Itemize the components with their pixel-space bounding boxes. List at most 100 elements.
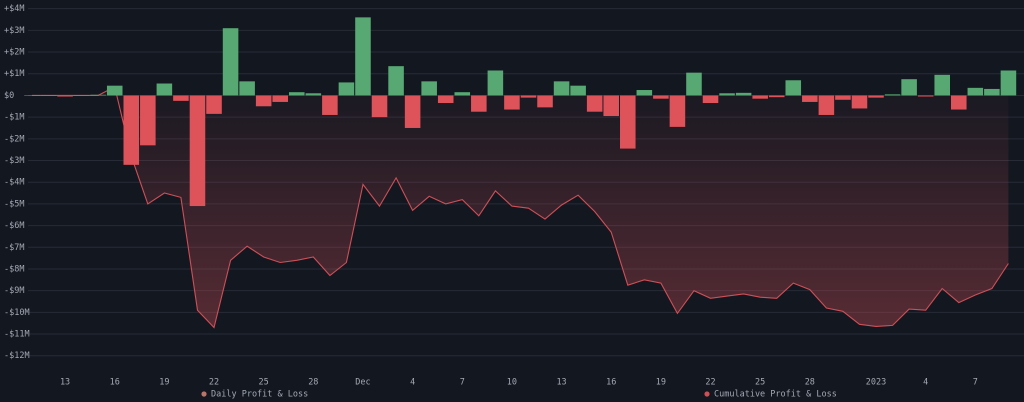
daily-bar bbox=[785, 80, 802, 96]
daily-bar bbox=[239, 81, 255, 96]
daily-bar bbox=[288, 92, 305, 96]
x-tick-label: 22 bbox=[705, 378, 715, 388]
daily-bar bbox=[934, 74, 951, 96]
y-tick-label: +$4M bbox=[4, 4, 24, 14]
x-tick-label: 22 bbox=[209, 378, 219, 388]
daily-bar bbox=[570, 85, 586, 96]
y-tick-label: -$1M bbox=[4, 113, 24, 123]
y-tick-label: -$2M bbox=[4, 134, 24, 144]
daily-bar bbox=[73, 95, 90, 96]
daily-bar bbox=[984, 88, 1000, 96]
daily-bar bbox=[173, 95, 189, 101]
daily-bar bbox=[404, 95, 421, 128]
daily-bar bbox=[1000, 70, 1017, 96]
daily-bar bbox=[355, 17, 371, 96]
x-tick-label: 10 bbox=[507, 378, 517, 388]
daily-bar bbox=[702, 95, 719, 104]
daily-bar bbox=[338, 82, 355, 96]
daily-bar bbox=[653, 95, 669, 99]
daily-bar bbox=[851, 95, 868, 109]
daily-bar bbox=[504, 95, 520, 110]
x-tick-label: 2023 bbox=[866, 378, 886, 388]
daily-bar bbox=[818, 95, 835, 115]
daily-bar bbox=[24, 95, 40, 96]
daily-bar bbox=[802, 95, 818, 102]
daily-bar bbox=[884, 94, 901, 96]
y-tick-label: -$12M bbox=[4, 351, 30, 361]
y-tick-label: +$2M bbox=[4, 48, 24, 58]
daily-bar bbox=[90, 94, 106, 96]
daily-bar bbox=[686, 72, 702, 96]
daily-bar bbox=[603, 95, 620, 117]
x-tick-label: 16 bbox=[110, 378, 120, 388]
daily-bar bbox=[901, 79, 917, 96]
daily-bar bbox=[189, 95, 206, 207]
legend-marker bbox=[201, 391, 207, 397]
daily-bar bbox=[768, 95, 785, 98]
daily-bar bbox=[222, 28, 239, 96]
x-tick-label: 16 bbox=[606, 378, 616, 388]
legend-label: Daily Profit & Loss bbox=[211, 390, 308, 400]
y-tick-label: -$4M bbox=[4, 178, 24, 188]
daily-bar bbox=[636, 90, 653, 96]
daily-bar bbox=[520, 95, 537, 98]
x-tick-label: 13 bbox=[60, 378, 70, 388]
daily-bar bbox=[487, 70, 504, 96]
daily-bar bbox=[255, 95, 272, 107]
x-tick-label: 7 bbox=[973, 378, 978, 388]
daily-bar bbox=[719, 93, 735, 96]
daily-bar bbox=[140, 95, 156, 146]
legend-label: Cumulative Profit & Loss bbox=[714, 390, 837, 400]
daily-bar bbox=[106, 85, 123, 96]
daily-bar bbox=[156, 83, 173, 96]
daily-bar bbox=[586, 95, 603, 112]
daily-bar bbox=[388, 66, 404, 96]
x-tick-label: 25 bbox=[755, 378, 765, 388]
daily-bar bbox=[752, 95, 768, 99]
x-tick-label: Dec bbox=[355, 378, 370, 388]
daily-bar bbox=[272, 95, 289, 102]
y-tick-label: +$1M bbox=[4, 69, 24, 79]
daily-bar bbox=[950, 95, 967, 110]
daily-bar bbox=[305, 93, 322, 96]
daily-bar bbox=[454, 92, 471, 96]
y-tick-label: +$3M bbox=[4, 26, 24, 36]
y-tick-label: -$7M bbox=[4, 243, 24, 253]
daily-bar bbox=[206, 95, 222, 114]
x-tick-label: 28 bbox=[805, 378, 815, 388]
daily-bar bbox=[40, 95, 57, 96]
x-tick-label: 13 bbox=[556, 378, 566, 388]
daily-bar bbox=[537, 95, 553, 108]
daily-bar bbox=[868, 95, 884, 98]
x-tick-label: 28 bbox=[308, 378, 318, 388]
y-tick-label: $0 bbox=[4, 91, 14, 101]
y-tick-label: -$9M bbox=[4, 286, 24, 296]
daily-bar bbox=[835, 95, 851, 100]
y-tick-label: -$10M bbox=[4, 308, 30, 318]
daily-bar bbox=[553, 81, 570, 96]
y-tick-label: -$8M bbox=[4, 264, 24, 274]
legend-marker bbox=[704, 391, 710, 397]
daily-bar bbox=[471, 95, 487, 112]
daily-bar bbox=[322, 95, 338, 115]
cumulative-line bbox=[32, 85, 1009, 329]
y-tick-label: -$3M bbox=[4, 156, 24, 166]
x-tick-label: 19 bbox=[159, 378, 169, 388]
x-tick-label: 7 bbox=[460, 378, 465, 388]
daily-bar bbox=[421, 81, 437, 96]
daily-bar bbox=[735, 92, 752, 96]
x-tick-label: 4 bbox=[410, 378, 415, 388]
daily-bar bbox=[917, 95, 934, 97]
y-tick-label: -$5M bbox=[4, 199, 24, 209]
y-tick-label: -$6M bbox=[4, 221, 24, 231]
daily-bar bbox=[123, 95, 140, 165]
x-tick-label: 19 bbox=[656, 378, 666, 388]
daily-bar bbox=[669, 95, 686, 127]
daily-bar bbox=[371, 95, 388, 118]
x-tick-label: 4 bbox=[923, 378, 928, 388]
y-tick-label: -$11M bbox=[4, 330, 30, 340]
daily-bar bbox=[619, 95, 636, 149]
daily-bar bbox=[57, 95, 73, 97]
daily-bar bbox=[967, 87, 984, 96]
